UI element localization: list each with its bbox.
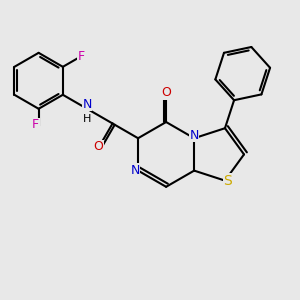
Text: O: O xyxy=(94,140,103,153)
Text: N: N xyxy=(82,98,92,111)
Text: N: N xyxy=(130,164,140,177)
Text: F: F xyxy=(77,50,85,63)
Text: F: F xyxy=(32,118,39,131)
Text: O: O xyxy=(161,86,171,99)
Text: N: N xyxy=(190,129,199,142)
Text: S: S xyxy=(224,174,232,188)
Text: H: H xyxy=(83,114,91,124)
